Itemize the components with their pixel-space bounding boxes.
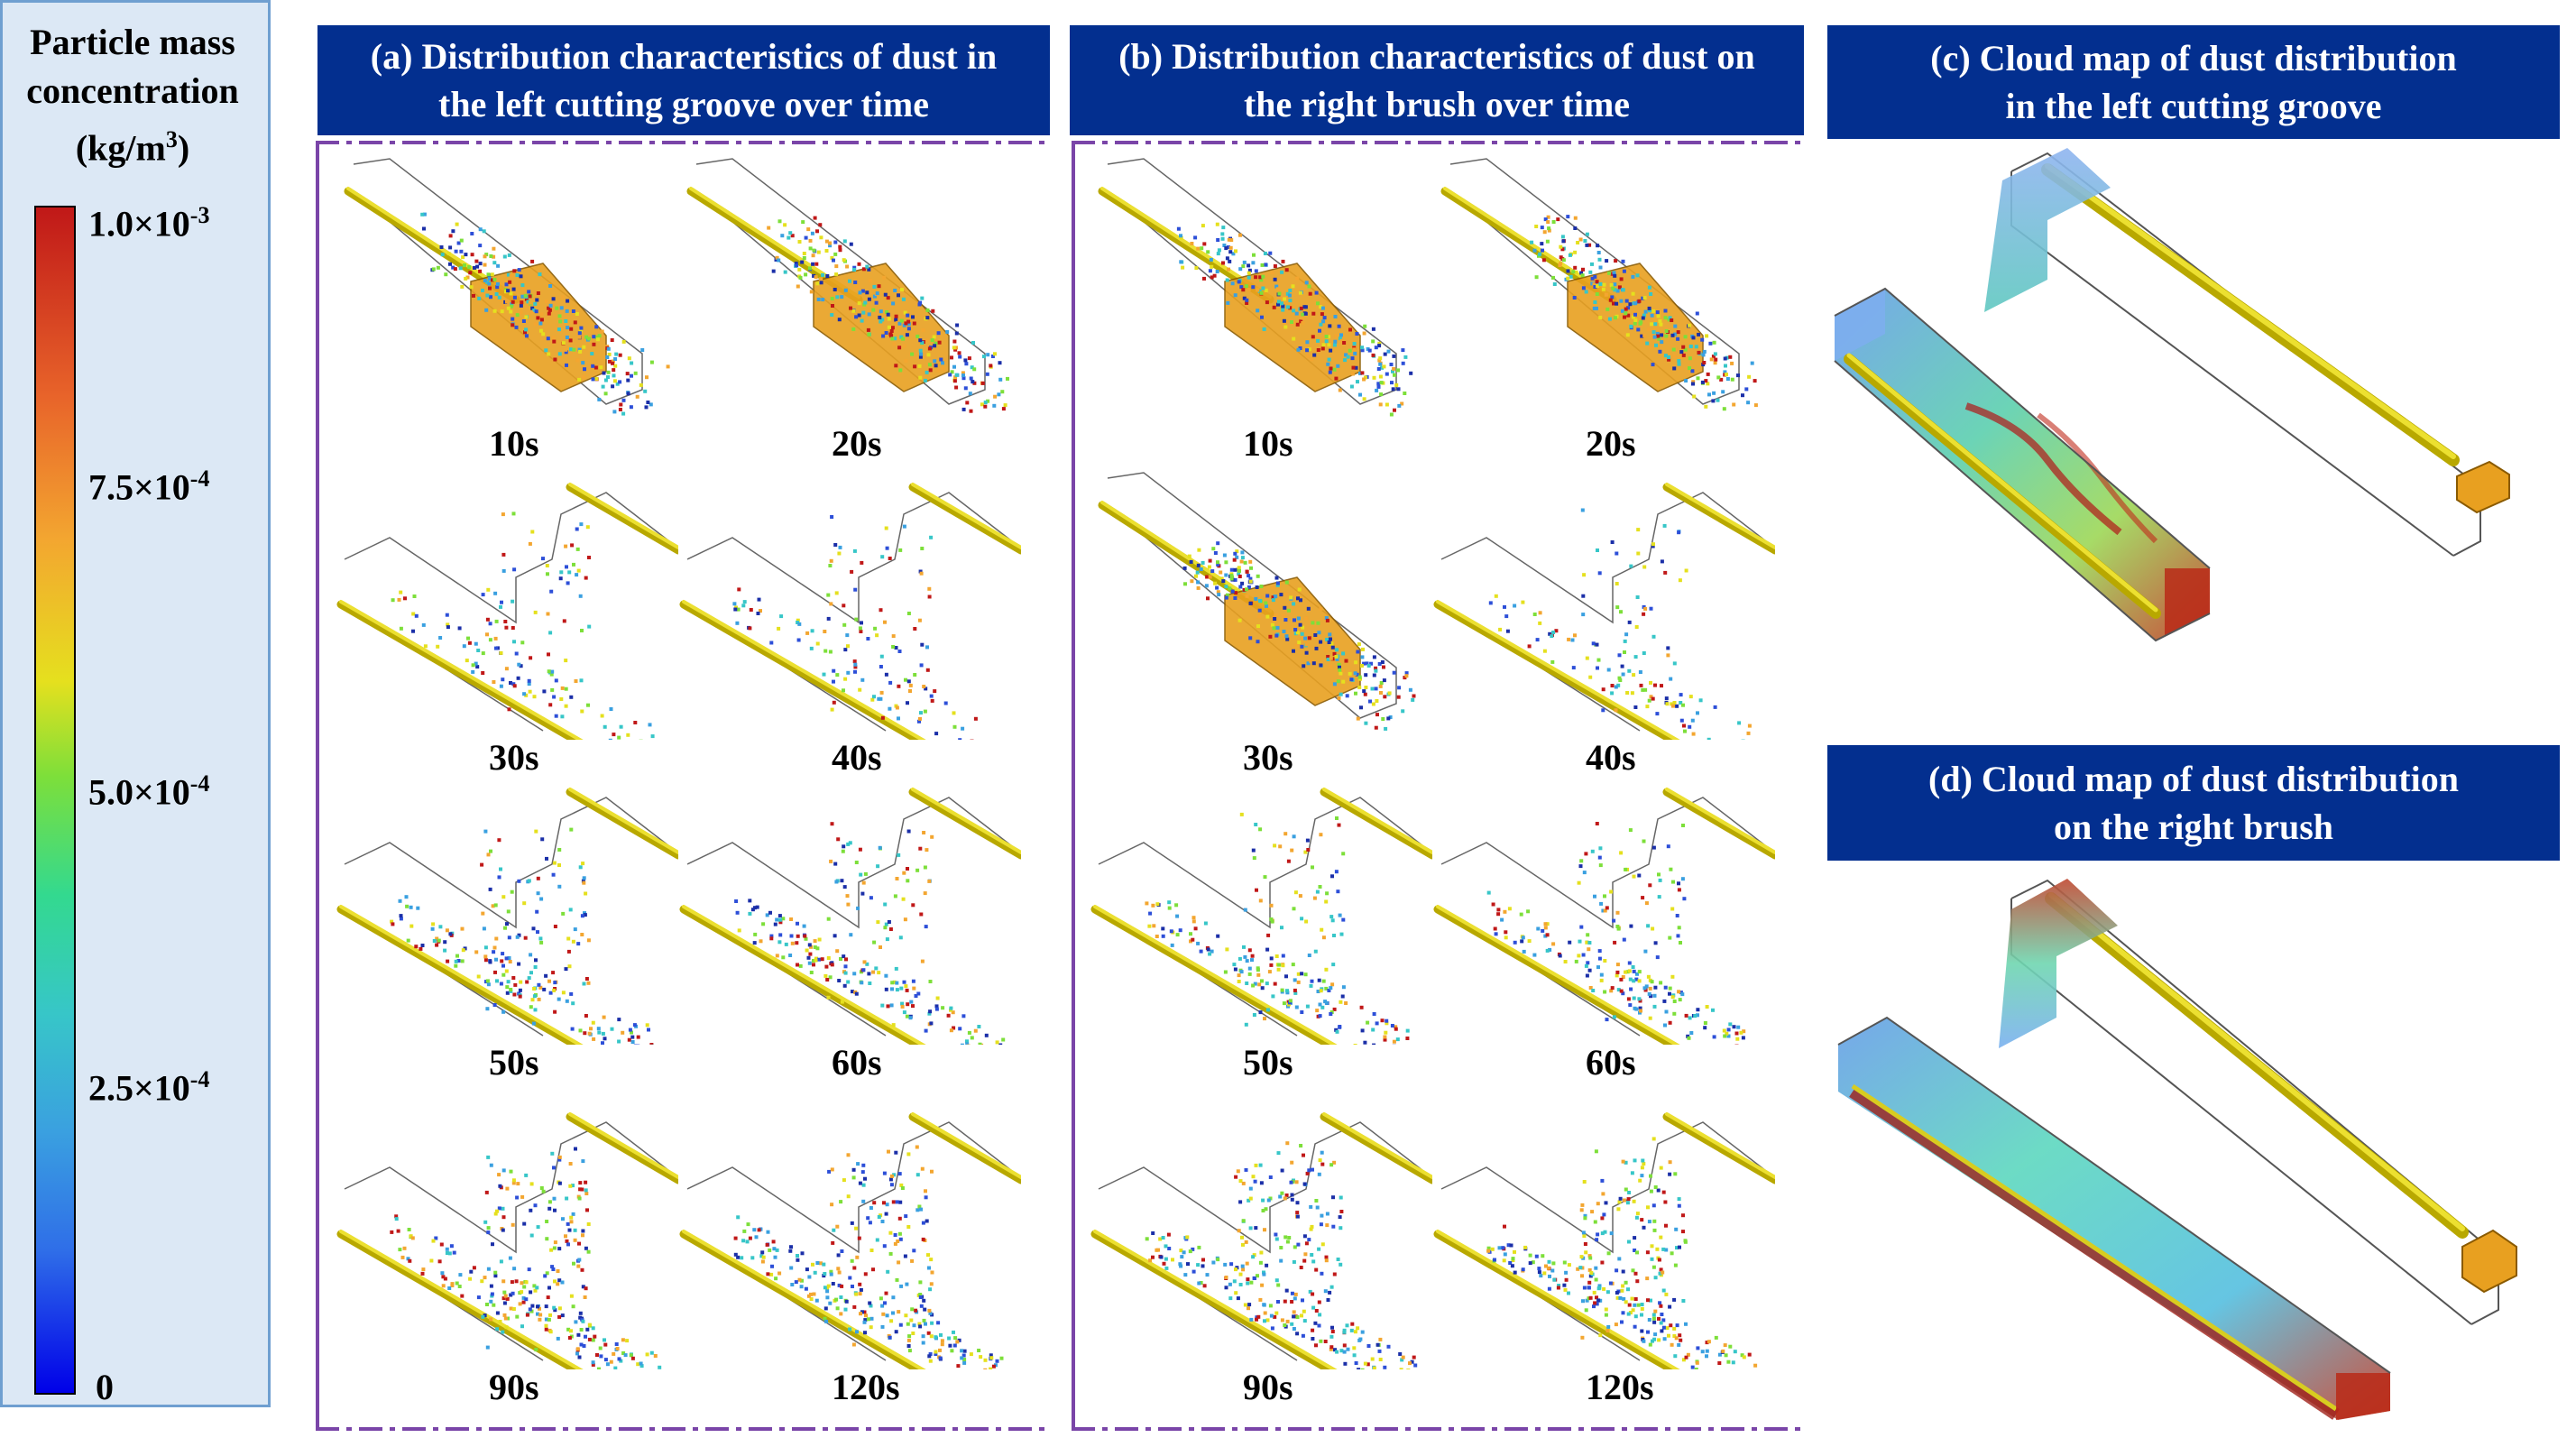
panel-a-thumbnail-20s: 20s	[678, 155, 1021, 471]
panel-b-thumbnail-50s: 50s	[1090, 774, 1432, 1090]
panel-b-time-label: 60s	[1586, 1042, 1636, 1083]
panel-a-time-label: 90s	[489, 1367, 539, 1407]
panel-b-thumbnail-40s: 40s	[1432, 469, 1775, 785]
legend-tick-250: 2.5×10-4	[88, 1066, 210, 1109]
panel-b-thumbnail-10s: 10s	[1090, 155, 1432, 471]
panel-a-header: (a) Distribution characteristics of dust…	[317, 25, 1050, 135]
panel-b-time-label: 30s	[1243, 737, 1293, 778]
colorbar	[34, 206, 76, 1395]
panel-a-thumbnail-30s: 30s	[336, 469, 678, 785]
legend-title-line2: concentration	[26, 70, 239, 111]
panel-a-thumbnail-50s: 50s	[336, 774, 678, 1090]
legend-title-line1: Particle mass	[30, 22, 235, 62]
panel-d-header: (d) Cloud map of dust distribution on the…	[1827, 745, 2560, 861]
panel-b-time-label: 90s	[1243, 1367, 1293, 1407]
color-legend: Particle mass concentration (kg/m3) 1.0×…	[0, 0, 271, 1407]
panel-b-title-line2: the right brush over time	[1243, 84, 1631, 124]
legend-title-line3: (kg/m3)	[75, 126, 190, 169]
panel-a-time-label: 50s	[489, 1042, 539, 1083]
panel-d-cloud-map	[1831, 868, 2556, 1424]
panel-b-thumbnail-90s: 90s	[1090, 1099, 1432, 1415]
panel-b-thumbnail-20s: 20s	[1432, 155, 1775, 471]
panel-a-time-label: 30s	[489, 737, 539, 778]
panel-b-thumbnail-30s: 30s	[1090, 469, 1432, 785]
panel-c-cloud-map	[1831, 144, 2556, 704]
panel-a-thumbnail-10s: 10s	[336, 155, 678, 471]
panel-a-time-label: 40s	[832, 737, 882, 778]
panel-b-time-label: 20s	[1586, 423, 1636, 464]
panel-b-thumbnail-120s: 120s	[1432, 1099, 1775, 1415]
panel-d-title-line2: on the right brush	[2053, 806, 2334, 847]
panel-b-time-label: 10s	[1243, 423, 1293, 464]
panel-a-thumbnail-120s: 120s	[678, 1099, 1021, 1415]
panel-a-thumbnail-40s: 40s	[678, 469, 1021, 785]
panel-a-thumbnail-60s: 60s	[678, 774, 1021, 1090]
panel-b-title-line1: (b) Distribution characteristics of dust…	[1118, 36, 1755, 77]
panel-a-thumbnail-90s: 90s	[336, 1099, 678, 1415]
panel-b-thumbnail-60s: 60s	[1432, 774, 1775, 1090]
panel-b-header: (b) Distribution characteristics of dust…	[1070, 25, 1804, 135]
panel-a-time-label: 60s	[832, 1042, 882, 1083]
panel-a-time-label: 20s	[832, 423, 882, 464]
legend-title: Particle mass concentration (kg/m3)	[0, 18, 265, 172]
legend-tick-500: 5.0×10-4	[88, 770, 210, 813]
panel-c-title-line2: in the left cutting groove	[2005, 86, 2382, 126]
panel-a-title-line2: the left cutting groove over time	[438, 84, 929, 124]
panel-d-title-line1: (d) Cloud map of dust distribution	[1928, 759, 2459, 799]
panel-a-title-line1: (a) Distribution characteristics of dust…	[370, 36, 998, 77]
panel-b-time-label: 120s	[1586, 1367, 1654, 1407]
panel-a-time-label: 10s	[489, 423, 539, 464]
legend-tick-zero: 0	[96, 1367, 114, 1407]
legend-tick-750: 7.5×10-4	[88, 465, 210, 508]
panel-b-time-label: 50s	[1243, 1042, 1293, 1083]
panel-b-time-label: 40s	[1586, 737, 1636, 778]
panel-a-time-label: 120s	[832, 1367, 900, 1407]
legend-tick-max: 1.0×10-3	[88, 202, 210, 244]
panel-c-header: (c) Cloud map of dust distribution in the…	[1827, 25, 2560, 139]
panel-c-title-line1: (c) Cloud map of dust distribution	[1930, 38, 2457, 78]
